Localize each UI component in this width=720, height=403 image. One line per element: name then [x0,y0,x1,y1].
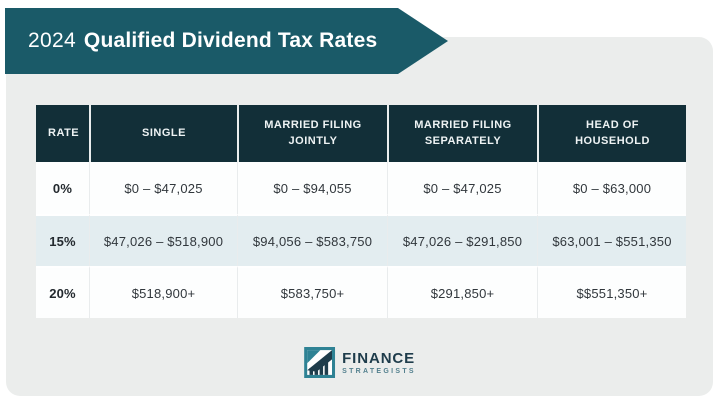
column-header-single: SINGLE [89,105,237,162]
column-header-married-jointly: MARRIED FILING JOINTLY [237,105,387,162]
column-header-head-of-household: HEAD OF HOUSEHOLD [537,105,686,162]
finance-strategists-logo: FINANCE STRATEGISTS [304,347,416,378]
married-jointly-range-cell: $0 – $94,055 [237,162,387,214]
single-range-cell: $0 – $47,025 [89,162,237,214]
growth-bar-chart-icon [304,347,336,378]
married-jointly-range-cell: $583,750+ [237,266,387,318]
title-banner: 2024 Qualified Dividend Tax Rates [5,8,448,74]
head-of-household-range-cell: $63,001 – $551,350 [537,214,686,266]
rate-cell: 15% [36,214,89,266]
logo-text-block: FINANCE STRATEGISTS [342,351,416,375]
rate-cell: 20% [36,266,89,318]
page-title: Qualified Dividend Tax Rates [83,29,378,52]
married-separately-range-cell: $0 – $47,025 [387,162,537,214]
banner-year: 2024 [28,29,76,52]
married-separately-range-cell: $291,850+ [387,266,537,318]
head-of-household-range-cell: $$551,350+ [537,266,686,318]
table-row: 20% $518,900+ $583,750+ $291,850+ $$551,… [36,266,686,318]
rate-cell: 0% [36,162,89,214]
head-of-household-range-cell: $0 – $63,000 [537,162,686,214]
table-row: 15% $47,026 – $518,900 $94,056 – $583,75… [36,214,686,266]
single-range-cell: $518,900+ [89,266,237,318]
logo-brand-name: FINANCE [342,349,416,367]
married-jointly-range-cell: $94,056 – $583,750 [237,214,387,266]
tax-rate-table: RATE SINGLE MARRIED FILING JOINTLY MARRI… [36,105,686,318]
single-range-cell: $47,026 – $518,900 [89,214,237,266]
column-header-rate: RATE [36,105,89,162]
table-header-row: RATE SINGLE MARRIED FILING JOINTLY MARRI… [36,105,686,162]
column-header-married-separately: MARRIED FILING SEPARATELY [387,105,537,162]
married-separately-range-cell: $47,026 – $291,850 [387,214,537,266]
logo-brand-sub: STRATEGISTS [342,367,416,375]
table-row: 0% $0 – $47,025 $0 – $94,055 $0 – $47,02… [36,162,686,214]
